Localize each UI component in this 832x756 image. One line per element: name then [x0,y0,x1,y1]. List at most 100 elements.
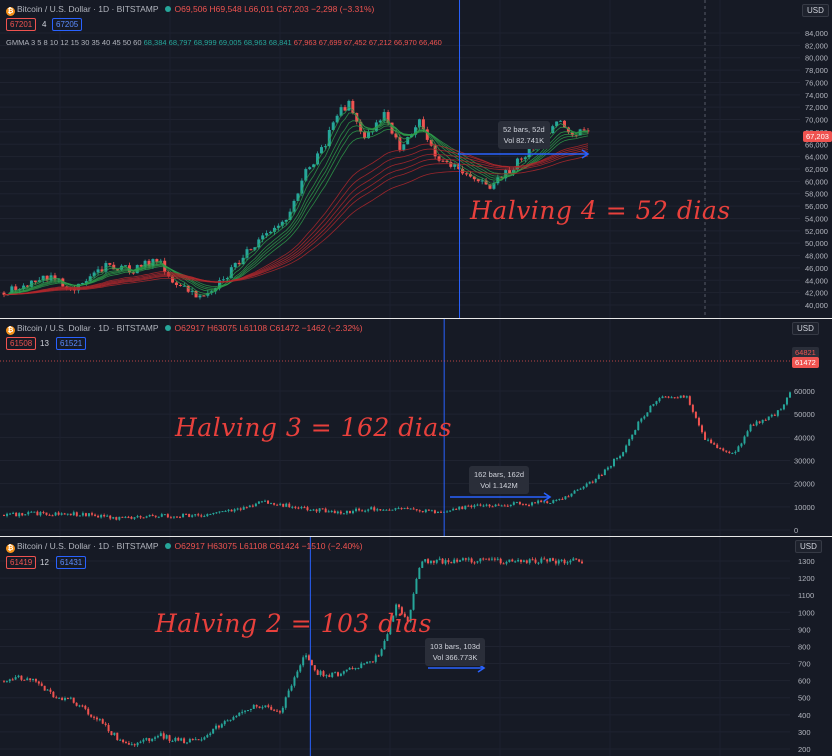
candle-body [482,505,485,507]
candle-body [69,697,72,699]
candle-body [424,559,427,562]
y-tick-label: 200 [798,745,811,754]
candle-body [622,452,625,457]
candle-body [15,512,18,517]
candle-body [248,505,251,508]
candle-body [348,510,351,514]
candle-body [437,156,441,161]
buy-price-button[interactable]: 61521 [56,337,87,350]
candle-body [264,705,267,708]
candle-body [392,615,395,622]
market-status-icon [164,543,171,549]
candle-body [383,640,386,650]
candle-body [609,466,612,468]
candle-body [185,742,188,744]
candle-body [217,725,220,728]
candle-body [94,514,97,516]
candle-body [441,558,444,564]
measure-bars-days: 52 bars, 52d [503,125,545,134]
candle-body [39,512,42,516]
candle-body [294,506,297,508]
candle-body [573,490,576,494]
candle-body [209,514,212,516]
candle-body [476,504,479,506]
y-tick-label: 20000 [794,480,815,489]
candle-body [45,275,49,281]
currency-selector[interactable]: USD [795,540,822,553]
candle-body [194,739,197,741]
candle-body [130,744,133,746]
candle-body [503,505,506,507]
candle-body [597,475,600,479]
candle-body [743,436,746,444]
candle-body [382,509,385,511]
candle-body [691,404,694,412]
candle-body [156,736,159,738]
candle-body [667,396,670,398]
candle-body [300,180,304,194]
candle-body [600,475,603,477]
candle-body [116,732,119,740]
sell-price-button[interactable]: 67201 [6,18,37,31]
candle-body [764,419,767,421]
candle-body [188,513,191,517]
candle-body [603,469,606,476]
candle-body [558,498,561,500]
candle-body [215,725,218,729]
candle-body [546,501,549,504]
buy-price-button[interactable]: 67205 [52,18,83,31]
buy-price-button[interactable]: 61431 [56,556,87,569]
candle-body [472,176,476,180]
candle-body [740,443,743,447]
candle-body [171,740,174,742]
candle-body [155,259,159,262]
candle-body [527,147,531,158]
candle-body [257,239,261,248]
candle-body [246,710,249,712]
candle-body [124,742,127,744]
candle-body [458,506,461,510]
sell-price-button[interactable]: 61419 [6,556,37,569]
halving-annotation: Halving 4 = 52 dias [470,196,731,225]
candle-body [515,158,519,170]
ohlc-high: H63075 [207,541,237,551]
chart-canvas-halving-4[interactable]: 84,000 82,000 80,000 78,000 76,000 74,000 72,0… [0,0,832,318]
candle-body [14,286,18,291]
candle-body [261,235,265,240]
y-tick-label: 1100 [798,591,814,600]
candle-body [360,663,363,668]
candle-body [397,508,400,510]
y-tick-label: 44,000 [805,276,828,285]
gmma-line [3,120,589,296]
candle-body [398,604,401,608]
candle-body [112,264,116,270]
candle-body [131,272,135,274]
candle-body [473,505,476,508]
candle-body [14,677,17,680]
bitcoin-icon: ₿ [6,326,15,335]
candle-body [433,510,436,514]
ohlc-low: L61108 [239,541,268,551]
candle-body [100,514,103,518]
gmma-indicator-legend[interactable]: GMMA 3 5 8 10 12 15 30 35 40 45 50 60 68… [6,38,442,47]
candle-body [508,559,511,562]
candle-body [522,560,525,562]
candle-body [418,510,421,512]
chart-canvas-halving-3[interactable]: 60000 50000 40000 30000 20000 10000 0 [0,319,832,536]
sell-price-button[interactable]: 61508 [6,337,37,350]
y-tick-label: 64,000 [805,153,828,162]
candle-body [540,500,543,503]
candle-body [36,511,39,516]
candle-body [496,177,500,184]
chart-canvas-halving-2[interactable]: 1300 1200 1100 1000 900 800 700 600 500 400 300 200 [0,537,832,756]
symbol-title: Bitcoin / U.S. Dollar · 1D · BITSTAMP [17,323,159,333]
candle-body [244,710,247,712]
candle-body [3,680,5,682]
currency-selector[interactable]: USD [802,4,829,17]
candle-body [395,604,398,616]
candle-body [345,510,348,514]
candle-body [139,741,142,743]
candle-body [163,514,166,516]
candle-body [789,392,791,398]
currency-selector[interactable]: USD [792,322,819,335]
